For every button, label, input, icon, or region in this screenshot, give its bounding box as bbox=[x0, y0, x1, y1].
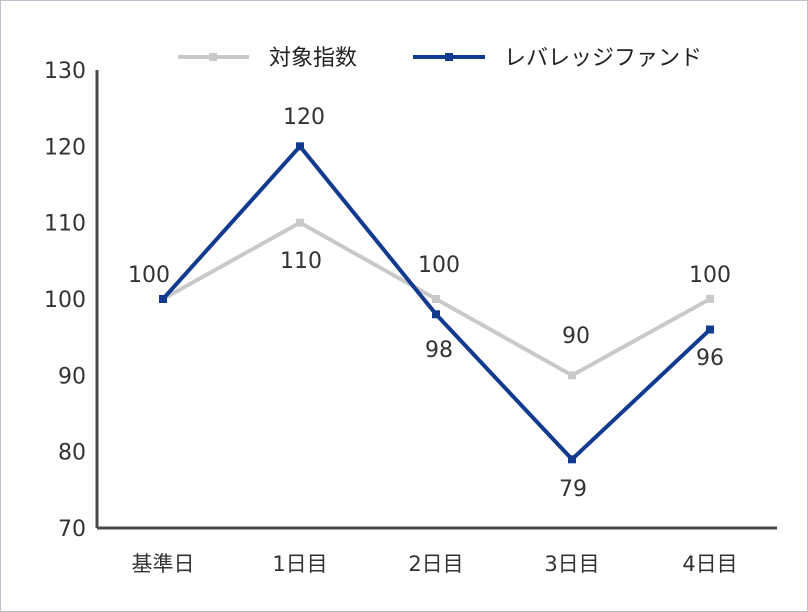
data-label-index: 100 bbox=[418, 253, 460, 278]
data-label-index: 90 bbox=[562, 324, 590, 349]
series-point-leveraged-fund bbox=[568, 455, 576, 464]
legend-label-leveraged-fund: レバレッジファンド bbox=[504, 46, 702, 71]
data-label-leveraged-fund: 96 bbox=[696, 346, 724, 371]
x-tick-label: 1日目 bbox=[272, 552, 327, 576]
y-tick-label: 90 bbox=[58, 364, 86, 389]
data-label-index: 110 bbox=[280, 249, 322, 274]
data-label-leveraged-fund: 120 bbox=[283, 105, 325, 130]
x-tick-label: 基準日 bbox=[132, 552, 195, 576]
legend-marker-leveraged-fund bbox=[445, 53, 453, 61]
series-point-leveraged-fund bbox=[432, 310, 440, 319]
y-tick-label: 80 bbox=[58, 441, 86, 466]
tick-labels: 70 80 90 100 110 120 130 基準日 1日目 2日目 3日目 4日目 bbox=[44, 59, 738, 576]
y-tick-label: 110 bbox=[44, 212, 86, 237]
chart-axes bbox=[95, 70, 777, 530]
x-tick-label: 4日目 bbox=[682, 552, 737, 576]
legend-marker-index bbox=[209, 53, 217, 61]
y-tick-label: 130 bbox=[44, 59, 86, 84]
y-tick-label: 70 bbox=[58, 517, 86, 542]
data-label-leveraged-fund: 98 bbox=[425, 338, 453, 363]
chart-legend: 対象指数 レバレッジファンド bbox=[178, 46, 702, 71]
series-point-index bbox=[568, 371, 576, 380]
data-label-index: 100 bbox=[689, 263, 731, 288]
series-point-index bbox=[706, 295, 714, 303]
y-tick-label: 120 bbox=[44, 135, 86, 160]
data-label-leveraged-fund: 79 bbox=[559, 477, 587, 502]
x-tick-label: 3日目 bbox=[544, 552, 599, 576]
data-labels: 100 110 100 90 100 120 98 79 96 bbox=[128, 105, 731, 502]
series-point-index bbox=[296, 218, 304, 227]
series-point-leveraged-fund bbox=[296, 142, 304, 151]
x-tick-label: 2日目 bbox=[408, 552, 463, 576]
series-points bbox=[159, 142, 714, 464]
series-point-index bbox=[432, 295, 440, 303]
series-point-leveraged-fund bbox=[706, 325, 714, 334]
data-label-index: 100 bbox=[128, 263, 170, 288]
legend-label-index: 対象指数 bbox=[269, 46, 357, 71]
y-tick-label: 100 bbox=[44, 288, 86, 313]
series-point-leveraged-fund bbox=[159, 295, 167, 303]
